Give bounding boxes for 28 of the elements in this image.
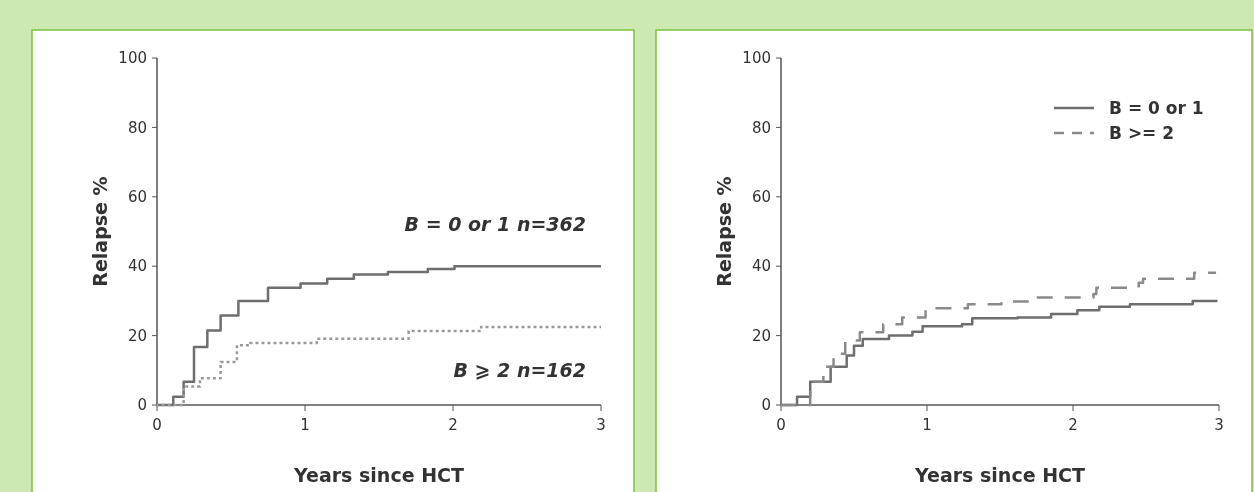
y-axis-title: Relapse %	[713, 176, 735, 287]
x-tick-label: 3	[596, 416, 606, 434]
y-tick-label: 80	[127, 118, 147, 137]
y-tick-label: 80	[751, 118, 771, 137]
x-tick-label: 1	[300, 416, 310, 434]
y-tick-label: 100	[118, 49, 147, 68]
x-axis-title: Years since HCT	[293, 464, 464, 486]
y-tick-label: 20	[127, 326, 147, 345]
y-tick-label: 100	[742, 49, 771, 68]
y-tick-label: 40	[127, 257, 147, 276]
x-tick-label: 2	[448, 416, 458, 434]
x-tick-label: 2	[1068, 416, 1078, 434]
series-label: B ⩾ 2 n=162	[453, 358, 586, 381]
y-axis-title: Relapse %	[89, 176, 111, 287]
legend-label: B >= 2	[1109, 122, 1175, 143]
x-tick-label: 0	[152, 416, 162, 434]
y-tick-label: 0	[137, 396, 147, 415]
x-tick-label: 3	[1214, 416, 1224, 434]
y-tick-label: 40	[751, 257, 771, 276]
y-tick-label: 0	[761, 396, 771, 415]
x-tick-label: 1	[922, 416, 932, 434]
y-tick-label: 60	[127, 188, 147, 207]
y-tick-label: 60	[751, 188, 771, 207]
series-label: B = 0 or 1 n=362	[404, 213, 586, 236]
x-axis-title: Years since HCT	[914, 464, 1085, 486]
y-tick-label: 20	[751, 326, 771, 345]
legend-label: B = 0 or 1	[1109, 97, 1204, 118]
x-tick-label: 0	[776, 416, 786, 434]
